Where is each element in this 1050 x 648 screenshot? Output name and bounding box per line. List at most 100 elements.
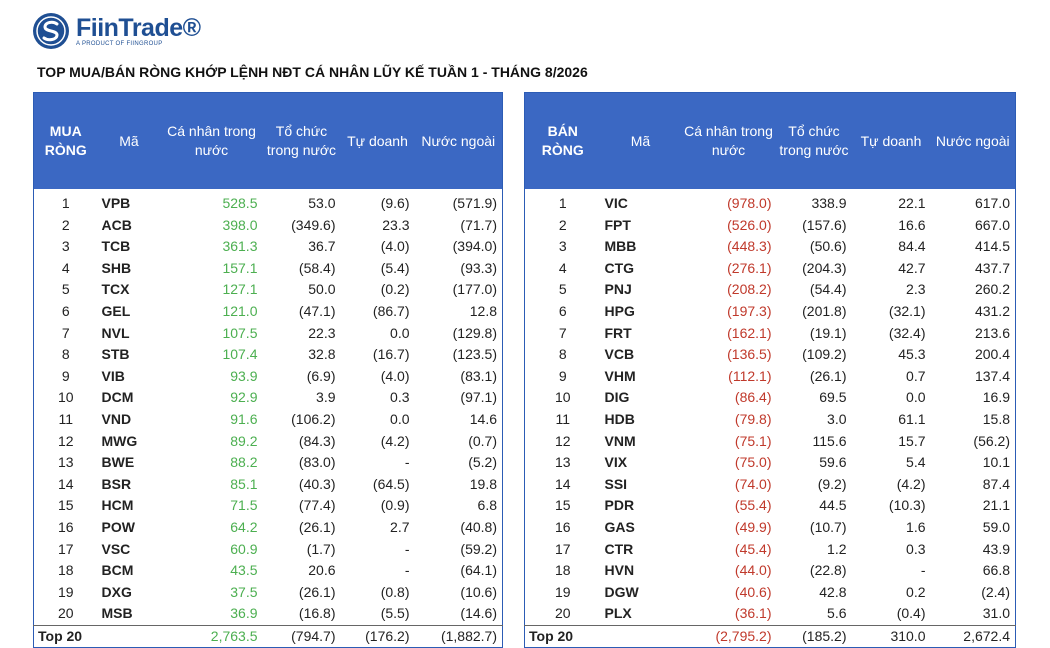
- value-cell: (5.2): [468, 454, 497, 471]
- header-cell: Cá nhân trong nước: [160, 92, 263, 189]
- value-cell: 1.2: [827, 540, 847, 557]
- value-cell: 2.7: [390, 518, 410, 535]
- value-cell: 71.5: [230, 497, 258, 514]
- rank-cell: 11: [555, 410, 571, 427]
- value-cell: (64.5): [372, 475, 410, 492]
- value-cell: 361.3: [222, 238, 258, 255]
- value-cell: 3.9: [316, 389, 336, 406]
- value-cell: 61.1: [898, 410, 926, 427]
- ticker-cell: HPG: [604, 302, 635, 319]
- value-cell: (177.0): [452, 281, 497, 298]
- ticker-cell: PNJ: [604, 281, 632, 298]
- value-cell: (83.1): [460, 367, 497, 384]
- header-cell: Cá nhân trong nước: [680, 92, 777, 189]
- value-cell: 213.6: [974, 324, 1010, 341]
- ticker-cell: CTR: [604, 540, 634, 557]
- value-cell: (349.6): [291, 216, 336, 233]
- value-cell: (9.6): [380, 195, 410, 211]
- value-cell: (276.1): [727, 259, 772, 276]
- rank-cell: 4: [558, 259, 567, 276]
- report-title: TOP MUA/BÁN RÒNG KHỚP LỆNH NĐT CÁ NHÂN L…: [37, 64, 588, 80]
- value-cell: 20.6: [308, 562, 336, 579]
- data-row: 16 GAS (49.9) (10.7) 1.6 59.0: [525, 517, 1016, 539]
- data-row: 14 SSI (74.0) (9.2) (4.2) 87.4: [525, 474, 1016, 496]
- rank-cell: 5: [558, 281, 567, 298]
- value-cell: (47.1): [298, 302, 336, 319]
- ticker-cell: NVL: [101, 324, 130, 341]
- value-cell: 14.6: [469, 410, 497, 427]
- value-cell: (5.4): [380, 259, 410, 276]
- rank-cell: 20: [57, 605, 74, 622]
- value-cell: -: [404, 540, 410, 557]
- value-cell: 127.1: [222, 281, 258, 298]
- value-cell: (112.1): [728, 367, 772, 384]
- value-cell: (40.3): [298, 475, 336, 492]
- value-cell: (26.1): [298, 583, 336, 600]
- value-cell: 42.8: [819, 583, 847, 600]
- ticker-cell: CTG: [604, 259, 635, 276]
- value-cell: 0.3: [906, 540, 926, 557]
- value-cell: 0.0: [906, 389, 926, 406]
- ticker-cell: SHB: [101, 259, 132, 276]
- value-cell: (32.1): [888, 302, 926, 319]
- value-cell: 89.2: [230, 432, 258, 449]
- ticker-cell: VSC: [101, 540, 131, 557]
- value-cell: 200.4: [974, 346, 1010, 363]
- value-cell: 107.5: [222, 324, 258, 341]
- rank-cell: 20: [554, 605, 571, 622]
- rank-cell: 10: [57, 389, 74, 406]
- ticker-cell: PLX: [604, 605, 632, 622]
- data-row: 20 MSB 36.9 (16.8) (5.5) (14.6): [34, 603, 503, 625]
- value-cell: (86.4): [734, 389, 772, 406]
- value-cell: (109.2): [802, 346, 847, 363]
- value-cell: (5.5): [380, 605, 410, 622]
- header-row: MUA RÒNG Mã Cá nhân trong nước Tổ chức tron…: [33, 92, 503, 189]
- value-cell: 12.8: [469, 302, 497, 319]
- logo-name: FiinTrade®: [76, 14, 201, 42]
- value-cell: (10.6): [460, 583, 497, 600]
- value-cell: (4.2): [896, 475, 926, 492]
- header-cell: Tự doanh: [340, 92, 415, 189]
- ticker-cell: FPT: [604, 216, 631, 233]
- ticker-cell: DCM: [101, 389, 134, 406]
- value-cell: (0.4): [896, 605, 926, 622]
- data-row: 7 FRT (162.1) (19.1) (32.4) 213.6: [525, 323, 1016, 345]
- value-cell: (4.0): [380, 238, 410, 255]
- value-cell: (0.8): [380, 583, 410, 600]
- value-cell: 60.9: [230, 540, 258, 557]
- rank-cell: 12: [554, 432, 571, 449]
- rank-cell: 18: [57, 562, 74, 579]
- ticker-cell: BWE: [101, 454, 135, 471]
- value-cell: (79.8): [734, 410, 772, 427]
- rank-cell: 17: [554, 540, 571, 557]
- header-cell: Tự doanh: [851, 92, 931, 189]
- rank-cell: 2: [558, 216, 567, 233]
- value-cell: (9.2): [817, 475, 847, 492]
- value-cell: (83.0): [298, 454, 336, 471]
- data-row: 14 BSR 85.1 (40.3) (64.5) 19.8: [34, 474, 503, 496]
- data-row: 17 CTR (45.4) 1.2 0.3 43.9: [525, 539, 1016, 561]
- value-cell: 2.3: [906, 281, 926, 298]
- data-row: 18 HVN (44.0) (22.8) - 66.8: [525, 560, 1016, 582]
- value-cell: (4.2): [380, 432, 410, 449]
- total-value: 2,672.4: [930, 624, 1016, 648]
- value-cell: 69.5: [819, 389, 847, 406]
- rank-cell: 19: [554, 583, 571, 600]
- data-row: 13 BWE 88.2 (83.0) - (5.2): [34, 452, 503, 474]
- total-value: (176.2): [340, 624, 415, 648]
- rank-cell: 9: [558, 367, 567, 384]
- value-cell: (129.8): [452, 324, 497, 341]
- value-cell: 115.6: [812, 432, 847, 449]
- ticker-cell: PDR: [604, 497, 635, 514]
- total-value: (794.7): [262, 624, 341, 648]
- value-cell: (58.4): [298, 259, 336, 276]
- data-row: 11 VND 91.6 (106.2) 0.0 14.6: [34, 409, 503, 431]
- value-cell: (394.0): [452, 238, 497, 255]
- total-value: 2,763.5: [160, 624, 263, 648]
- header-cell: Mã: [600, 92, 681, 189]
- value-cell: 431.2: [974, 302, 1010, 319]
- value-cell: (208.2): [727, 281, 772, 298]
- ticker-cell: ACB: [101, 216, 132, 233]
- value-cell: 37.5: [230, 583, 258, 600]
- value-cell: (36.1): [734, 605, 772, 622]
